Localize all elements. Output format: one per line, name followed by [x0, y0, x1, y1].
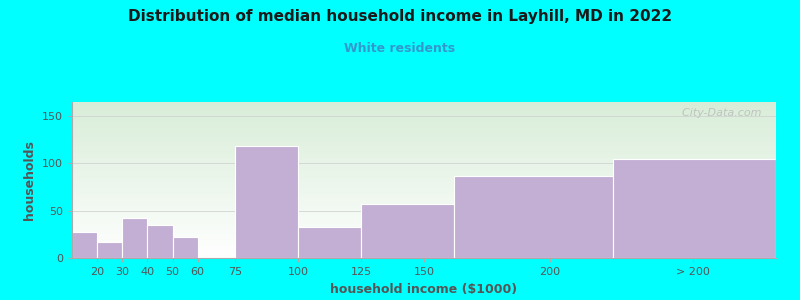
Bar	[122, 218, 147, 258]
Bar	[613, 159, 776, 258]
Y-axis label: households: households	[23, 140, 37, 220]
X-axis label: household income ($1000): household income ($1000)	[330, 283, 518, 296]
Bar	[298, 227, 361, 258]
Bar	[173, 237, 198, 258]
Bar	[361, 204, 454, 258]
Bar	[147, 225, 173, 258]
Bar	[235, 146, 298, 258]
Bar	[97, 242, 122, 258]
Bar	[454, 176, 613, 258]
Bar	[72, 232, 97, 258]
Text: Distribution of median household income in Layhill, MD in 2022: Distribution of median household income …	[128, 9, 672, 24]
Text: White residents: White residents	[345, 42, 455, 55]
Text: City-Data.com: City-Data.com	[675, 108, 762, 118]
